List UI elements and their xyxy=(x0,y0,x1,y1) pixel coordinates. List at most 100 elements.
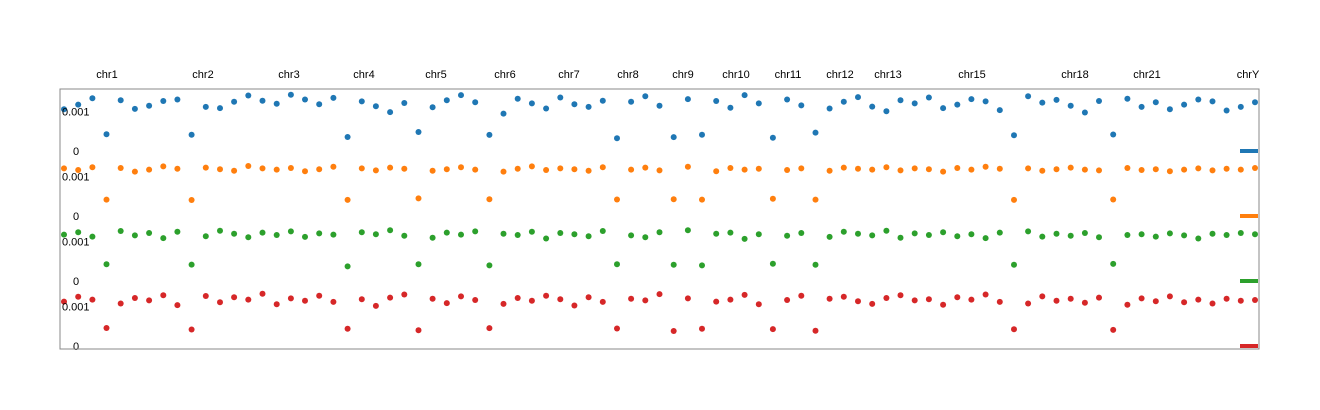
data-point xyxy=(429,295,436,302)
data-point xyxy=(897,167,904,174)
data-point xyxy=(174,302,181,309)
data-point xyxy=(543,292,550,299)
data-point xyxy=(245,92,252,99)
data-point xyxy=(287,228,294,235)
data-point xyxy=(174,228,181,235)
data-point xyxy=(273,301,280,308)
data-point xyxy=(174,96,181,103)
data-point xyxy=(344,263,351,270)
data-point xyxy=(925,94,932,101)
data-point xyxy=(543,235,550,242)
data-point xyxy=(1025,93,1032,100)
data-point xyxy=(1124,165,1131,171)
data-point xyxy=(443,229,450,236)
data-point xyxy=(1181,166,1188,173)
data-point xyxy=(713,168,720,175)
data-point xyxy=(387,294,394,301)
data-point xyxy=(642,93,649,100)
chromosome-label: chr15 xyxy=(958,69,986,81)
data-point xyxy=(131,232,138,239)
chromosome-label: chr13 xyxy=(874,69,902,81)
data-point xyxy=(1025,300,1032,307)
data-point xyxy=(103,325,110,331)
data-point xyxy=(628,232,635,239)
data-point xyxy=(415,261,422,268)
data-point xyxy=(840,293,847,300)
data-point xyxy=(1152,99,1159,106)
data-point xyxy=(415,129,422,135)
data-point xyxy=(1067,295,1074,302)
data-point xyxy=(968,96,975,103)
data-point xyxy=(925,166,932,173)
data-point xyxy=(245,163,252,169)
data-point xyxy=(1181,232,1188,239)
scatter-tracks xyxy=(61,91,1258,348)
data-point xyxy=(1067,164,1074,171)
data-point xyxy=(358,229,365,236)
data-point xyxy=(1252,297,1258,303)
data-point xyxy=(429,167,436,174)
data-point xyxy=(1081,109,1088,116)
data-point xyxy=(287,91,294,98)
data-point xyxy=(1252,231,1258,238)
data-point xyxy=(75,101,82,108)
data-point xyxy=(1053,96,1060,103)
data-point xyxy=(769,326,776,333)
data-point xyxy=(1237,103,1244,110)
data-point xyxy=(883,227,890,234)
data-point xyxy=(500,300,507,307)
chromosome-label: chr12 xyxy=(826,69,854,81)
chromosome-label: chr4 xyxy=(353,69,374,81)
y-tick-label: 0.001 xyxy=(62,107,90,119)
data-point xyxy=(954,101,961,108)
data-point xyxy=(1053,230,1060,237)
data-point xyxy=(1195,296,1202,303)
data-point xyxy=(954,233,961,240)
data-point xyxy=(1195,235,1202,242)
data-point xyxy=(1209,230,1216,237)
data-point xyxy=(259,229,266,236)
data-point xyxy=(855,165,861,172)
data-point xyxy=(1096,234,1102,241)
data-point xyxy=(528,228,535,235)
data-point xyxy=(514,232,521,238)
data-point xyxy=(443,166,450,173)
data-point xyxy=(982,291,989,298)
data-point xyxy=(784,232,791,239)
chromosome-label: chr9 xyxy=(672,69,693,81)
y-tick-label: 0.001 xyxy=(62,237,90,249)
data-point xyxy=(1096,167,1102,174)
data-point xyxy=(1124,301,1131,308)
data-point xyxy=(599,164,606,171)
data-point xyxy=(784,167,791,173)
data-point xyxy=(330,231,337,238)
data-point xyxy=(585,294,592,301)
data-point xyxy=(458,164,464,171)
data-point xyxy=(160,292,167,299)
data-point xyxy=(61,298,67,305)
data-point xyxy=(1237,297,1244,304)
data-point xyxy=(755,231,762,238)
data-point xyxy=(500,110,507,117)
data-point xyxy=(117,97,124,104)
data-point xyxy=(429,234,436,241)
data-point xyxy=(231,167,238,174)
data-point xyxy=(840,228,847,235)
data-point xyxy=(571,101,578,108)
data-point xyxy=(996,107,1003,114)
data-point xyxy=(372,167,379,174)
data-point xyxy=(741,291,748,298)
data-point xyxy=(755,100,762,107)
series-2 xyxy=(61,163,1258,218)
data-point xyxy=(217,166,223,173)
chromosome-label: chr2 xyxy=(192,69,213,81)
data-point xyxy=(1067,102,1074,109)
data-point xyxy=(684,96,691,103)
data-point xyxy=(302,168,308,175)
data-point xyxy=(940,105,947,112)
data-point xyxy=(486,262,493,269)
data-point xyxy=(358,165,365,172)
data-point xyxy=(769,134,776,141)
data-point xyxy=(358,296,365,303)
data-point xyxy=(273,100,280,107)
